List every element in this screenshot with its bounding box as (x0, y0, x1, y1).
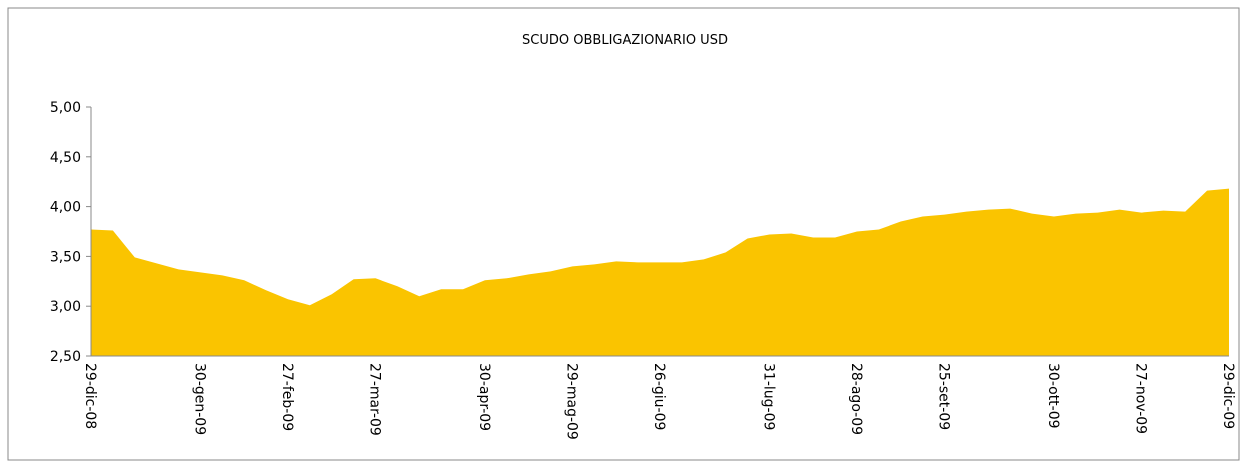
x-tick-label: 25-set-09 (936, 363, 952, 430)
x-tick-label: 27-feb-09 (279, 363, 295, 431)
area (91, 188, 1229, 356)
x-tick-label: 30-ott-09 (1045, 363, 1061, 429)
chart-title: SCUDO OBBLIGAZIONARIO USD (522, 33, 728, 48)
x-tick-label: 29-dic-08 (82, 363, 98, 429)
y-tick-label: 3,50 (50, 249, 81, 265)
x-tick-label: 27-mar-09 (367, 363, 383, 436)
x-tick-label: 26-giu-09 (651, 363, 667, 430)
y-tick-label: 4,50 (50, 150, 81, 166)
y-tick-label: 3,00 (50, 299, 81, 315)
y-tick-label: 4,00 (50, 200, 81, 216)
x-tick-label: 28-ago-09 (848, 363, 864, 435)
x-tick-label: 31-lug-09 (760, 363, 776, 430)
x-tick-label: 30-gen-09 (191, 363, 207, 435)
x-tick-label: 29-mag-09 (563, 363, 579, 440)
x-tick-label: 27-nov-09 (1132, 363, 1148, 434)
y-tick-label: 2,50 (50, 349, 81, 365)
x-tick-label: 30-apr-09 (476, 363, 492, 431)
x-tick-label: 29-dic-09 (1220, 363, 1236, 429)
y-tick-label: 5,00 (50, 100, 81, 116)
